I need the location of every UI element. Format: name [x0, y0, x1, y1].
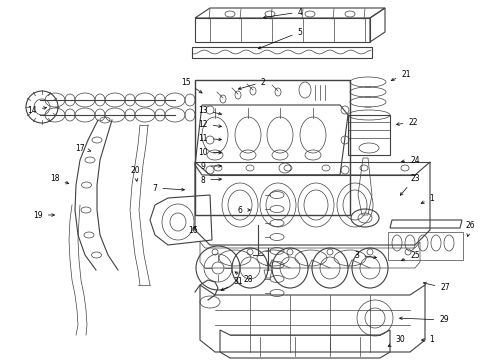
Text: 27: 27 [423, 282, 450, 292]
Text: 2: 2 [239, 77, 266, 90]
Text: 9: 9 [200, 162, 221, 171]
Text: 12: 12 [198, 120, 221, 129]
Text: 29: 29 [399, 315, 449, 324]
Text: 8: 8 [200, 176, 221, 185]
Text: 3: 3 [355, 251, 376, 260]
Text: 22: 22 [396, 117, 418, 126]
Text: 30: 30 [388, 336, 405, 346]
Text: 16: 16 [188, 225, 198, 234]
Text: 1: 1 [421, 336, 434, 345]
Text: 11: 11 [198, 134, 221, 143]
Bar [388, 232, 463, 260]
Text: 17: 17 [75, 144, 91, 153]
Text: 18: 18 [50, 174, 69, 184]
Text: 10: 10 [198, 148, 221, 157]
Text: 5: 5 [258, 27, 302, 49]
Text: 28: 28 [235, 272, 253, 284]
Text: 24: 24 [401, 156, 420, 165]
Text: 7: 7 [152, 184, 184, 193]
Text: 20: 20 [130, 166, 140, 181]
Text: 15: 15 [181, 77, 202, 93]
Bar [195, 80, 350, 215]
Text: 25: 25 [401, 251, 420, 261]
Text: 19: 19 [33, 211, 54, 220]
Text: 21: 21 [391, 69, 411, 81]
Text: 23: 23 [400, 174, 420, 195]
Text: 4: 4 [264, 8, 302, 18]
Text: 26: 26 [465, 220, 475, 237]
Text: 31: 31 [221, 278, 243, 291]
Text: 14: 14 [27, 105, 47, 114]
Text: 1: 1 [421, 194, 434, 203]
Text: 6: 6 [238, 206, 250, 215]
Text: 13: 13 [198, 105, 221, 115]
